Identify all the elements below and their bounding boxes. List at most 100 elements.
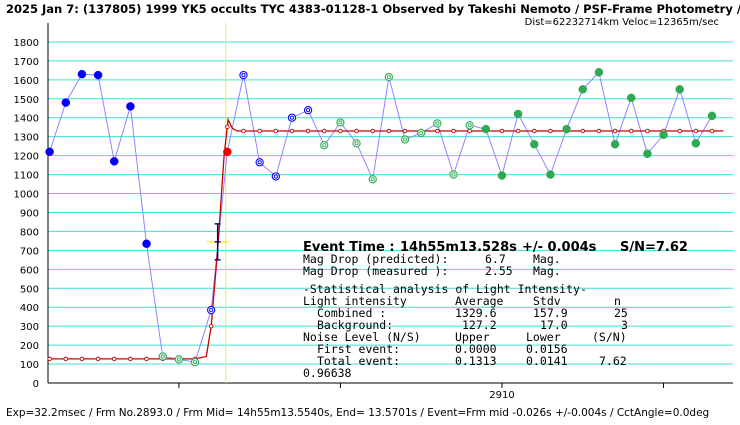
snr-value: S/N=7.62 (620, 240, 688, 255)
data-point-core (338, 120, 343, 125)
model-marker (467, 128, 472, 134)
model-marker (354, 128, 359, 134)
background-label: Background: (317, 318, 393, 332)
model-marker (79, 356, 85, 362)
data-point (675, 85, 684, 94)
data-point (562, 124, 571, 134)
combined-stdv: 157.9 (533, 306, 568, 320)
model-marker (257, 128, 262, 134)
gridlines (48, 41, 733, 365)
model-marker (677, 128, 682, 134)
model-marker (208, 323, 214, 329)
noise-header-label: Noise Level (N/S) (303, 330, 421, 344)
mag-drop-predicted-label: Mag Drop (predicted): (303, 252, 448, 266)
model-marker (596, 128, 602, 134)
data-point-core (322, 143, 327, 148)
model-marker (241, 128, 246, 134)
mag-drop-measured-value: 2.55 (485, 264, 513, 278)
combined-average: 1329.6 (455, 306, 497, 320)
first-event-upper: 0.0000 (455, 342, 497, 356)
model-marker (645, 128, 650, 134)
y-tick-label: 1500 (14, 95, 39, 106)
stats-header-n: n (614, 294, 621, 308)
event-time-error: +/- 0.004s (522, 240, 597, 255)
model-marker (95, 356, 101, 362)
data-point (303, 106, 313, 115)
data-point (320, 141, 329, 150)
model-marker (144, 356, 149, 362)
data-points (45, 68, 717, 367)
stats-header-label: Light intensity (303, 294, 407, 308)
y-tick-label: 300 (20, 322, 39, 333)
y-tick-label: 1200 (14, 152, 39, 163)
data-point (93, 70, 103, 80)
y-tick-label: 1300 (14, 133, 39, 144)
y-tick-label: 700 (20, 246, 39, 257)
data-point (271, 172, 280, 181)
model-marker (612, 128, 618, 134)
model-marker (548, 128, 553, 134)
model-marker (580, 128, 586, 134)
x-tick-labels: 2910 (489, 390, 514, 401)
data-point (61, 98, 71, 107)
y-tick-labels: 0 100 200 300 400 500 600 700 800 900 1000 1100 1200… (14, 38, 39, 390)
data-point (707, 111, 717, 121)
data-point-core (467, 123, 472, 128)
data-point (255, 158, 264, 167)
data-point-core (306, 108, 311, 113)
total-event-snr: 7.62 (599, 354, 627, 368)
event-annotation: Event Time : 14h55m13.528s +/- 0.004s S/… (303, 240, 688, 380)
background-n: 3 (621, 318, 628, 332)
data-point (158, 352, 167, 361)
mag-drop-predicted-value: 6.7 (485, 252, 506, 266)
data-point-core (289, 115, 295, 120)
model-marker (628, 128, 634, 134)
data-point (691, 139, 701, 148)
correlation-value: 0.96638 (303, 366, 352, 380)
data-point (77, 69, 87, 79)
model-marker (370, 128, 375, 134)
background-average: 127.2 (462, 318, 497, 332)
data-point-core (241, 73, 246, 78)
model-marker (499, 128, 505, 134)
noise-header-upper: Upper (455, 330, 490, 344)
data-point (352, 139, 361, 148)
data-point (126, 102, 135, 111)
data-point (287, 113, 297, 122)
model-marker (111, 356, 117, 362)
footer-info: Exp=32.2msec / Frm No.2893.0 / Frm Mid= … (6, 407, 709, 419)
data-point (109, 157, 119, 166)
model-marker (709, 128, 715, 134)
data-point (546, 170, 555, 179)
y-tick-label: 200 (20, 341, 39, 352)
model-marker (515, 128, 521, 134)
axes (47, 23, 733, 388)
data-point-core (160, 354, 165, 359)
event-time-value: 14h55m13.528s (400, 240, 517, 255)
data-point-core (419, 130, 424, 135)
data-point-core (435, 121, 440, 126)
chart-title: 2025 Jan 7: (137805) 1999 YK5 occults TY… (6, 2, 740, 16)
data-point-core (451, 172, 456, 177)
y-tick-label: 500 (20, 284, 39, 295)
data-point (610, 140, 620, 149)
y-tick-label: 100 (20, 360, 39, 371)
data-point (142, 239, 151, 248)
data-point (368, 175, 377, 184)
y-tick-label: 600 (20, 265, 39, 276)
data-point-core (273, 174, 278, 179)
model-marker (128, 356, 133, 362)
model-marker (47, 356, 52, 362)
data-point (384, 72, 394, 82)
data-point (174, 355, 184, 364)
data-point-core (176, 357, 181, 362)
data-point-core (402, 137, 408, 142)
mag-drop-measured-label: Mag Drop (measured ): (303, 264, 448, 278)
model-marker (451, 128, 456, 134)
y-tick-label: 1000 (14, 190, 39, 201)
y-tick-label: 1400 (14, 114, 39, 125)
data-point (530, 140, 539, 149)
stats-title: -Statistical analysis of Light Intensity… (303, 282, 587, 296)
data-point (626, 93, 636, 103)
data-point-core (386, 74, 391, 80)
